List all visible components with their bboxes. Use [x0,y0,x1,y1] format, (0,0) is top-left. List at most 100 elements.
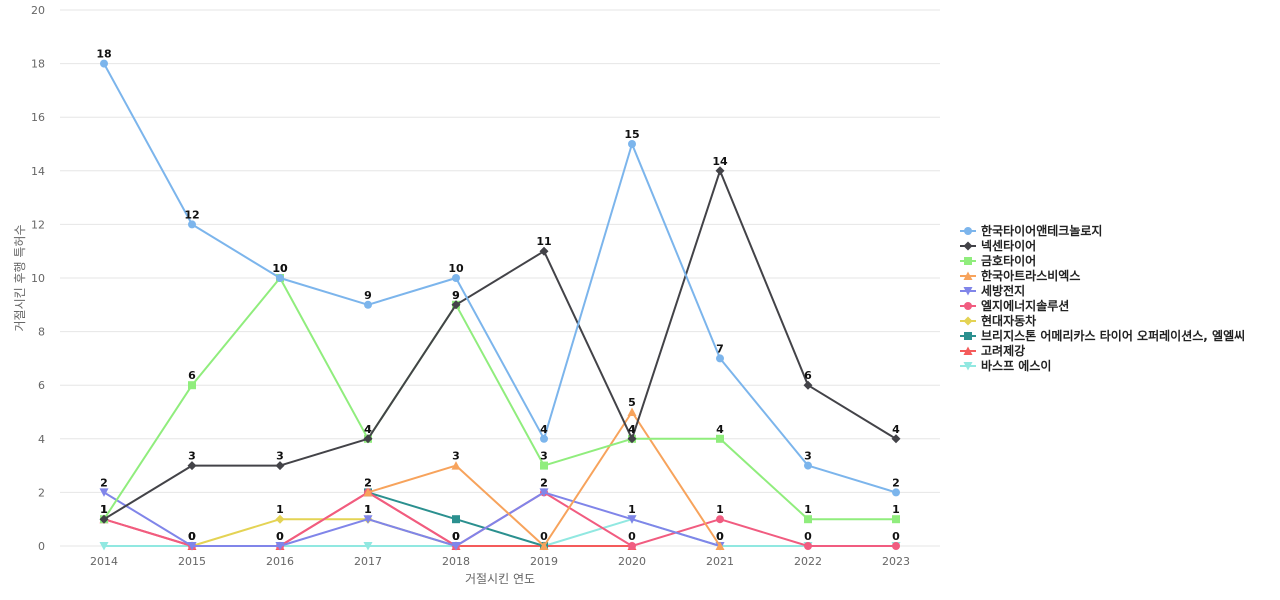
x-tick-label: 2015 [178,555,206,568]
series-3 [100,274,900,524]
data-label: 9 [452,289,460,302]
data-point [363,487,373,497]
data-point [627,407,637,416]
data-label: 0 [716,530,724,543]
data-point [627,515,637,524]
data-point [99,514,109,524]
data-label: 14 [712,155,728,168]
legend-label: 세방전지 [981,283,1025,298]
legend-label: 현대자동차 [981,313,1036,328]
data-point [803,380,813,390]
legend-label: 브리지스톤 어메리카스 타이어 오퍼레이션스, 엘엘씨 [981,328,1245,343]
data-label: 2 [100,476,108,489]
data-point [716,515,724,524]
x-tick-label: 2020 [618,555,646,568]
y-axis-title: 거절시킨 후행 특허수 [12,225,27,332]
data-point [540,461,548,470]
y-tick-label: 12 [31,218,45,231]
legend-label: 한국타이어앤테크놀로지 [981,223,1102,238]
series-5 [99,488,725,551]
data-point [363,542,373,551]
series-4 [363,407,725,550]
data-point [276,274,284,282]
data-point [451,300,461,310]
data-point [891,434,901,444]
legend-item[interactable]: 고려제강 [960,343,1025,358]
data-label: 0 [804,530,812,543]
data-point [628,542,636,550]
data-label: 3 [188,450,196,463]
data-label: 1 [628,503,636,516]
y-tick-label: 18 [31,58,45,71]
data-label: 2 [540,476,548,489]
data-label: 0 [188,530,196,543]
data-point [804,515,812,524]
x-tick-label: 2019 [530,555,558,568]
data-label: 3 [452,450,460,463]
legend[interactable]: 한국타이어앤테크놀로지넥센타이어금호타이어한국아트라스비엑스세방전지엘지에너지솔… [960,223,1245,373]
data-label: 1 [100,503,108,516]
data-label: 4 [364,423,372,436]
data-point [716,434,724,443]
data-label: 3 [276,450,284,463]
data-label: 0 [276,530,284,543]
data-point [99,542,109,551]
data-label: 3 [804,450,812,463]
legend-item[interactable]: 넥센타이어 [960,238,1036,253]
data-label: 4 [716,423,724,436]
y-tick-label: 20 [31,4,45,17]
data-point [187,542,197,551]
data-point [540,434,548,443]
data-label: 1 [276,503,284,516]
data-label: 1 [100,503,108,516]
legend-marker [963,287,973,296]
x-tick-label: 2022 [794,555,822,568]
series-line [103,491,721,547]
data-point [892,515,900,524]
data-label: 1 [892,503,900,516]
data-point [363,434,373,444]
data-label: 2 [892,476,900,489]
data-point [100,59,108,68]
legend-marker [963,316,973,326]
data-label: 1 [804,503,812,516]
legend-item[interactable]: 엘지에너지솔루션 [960,298,1069,313]
y-tick-label: 4 [38,433,45,446]
legend-marker [964,227,972,235]
y-tick-label: 10 [31,272,45,285]
legend-item[interactable]: 한국아트라스비엑스 [960,268,1080,283]
data-label: 5 [628,396,636,409]
legend-item[interactable]: 바스프 에스이 [960,358,1051,373]
data-label: 2 [540,476,548,489]
data-label: 0 [276,530,284,543]
data-label: 6 [188,369,196,382]
data-label: 0 [452,530,460,543]
legend-item[interactable]: 세방전지 [960,283,1025,298]
data-label: 9 [364,289,372,302]
data-point [716,354,724,363]
data-label: 2 [364,476,372,489]
data-point [363,515,373,524]
data-point [892,488,900,497]
data-point [539,488,549,497]
data-label: 0 [540,530,548,543]
data-label: 10 [272,262,288,275]
y-tick-label: 2 [38,486,45,499]
legend-item[interactable]: 금호타이어 [960,253,1036,268]
data-label: 7 [716,342,724,355]
data-point [539,246,549,256]
data-label: 3 [540,450,548,463]
series-1 [100,59,900,497]
data-point [892,542,900,550]
data-point [187,461,197,471]
legend-item[interactable]: 현대자동차 [960,313,1036,328]
y-tick-label: 8 [38,326,45,339]
legend-item[interactable]: 한국타이어앤테크놀로지 [960,223,1102,238]
legend-marker [964,332,972,340]
legend-label: 금호타이어 [981,253,1036,268]
data-label: 10 [272,262,288,275]
legend-item[interactable]: 브리지스톤 어메리카스 타이어 오퍼레이션스, 엘엘씨 [960,328,1245,343]
y-tick-label: 0 [38,540,45,553]
data-label: 9 [452,289,460,302]
